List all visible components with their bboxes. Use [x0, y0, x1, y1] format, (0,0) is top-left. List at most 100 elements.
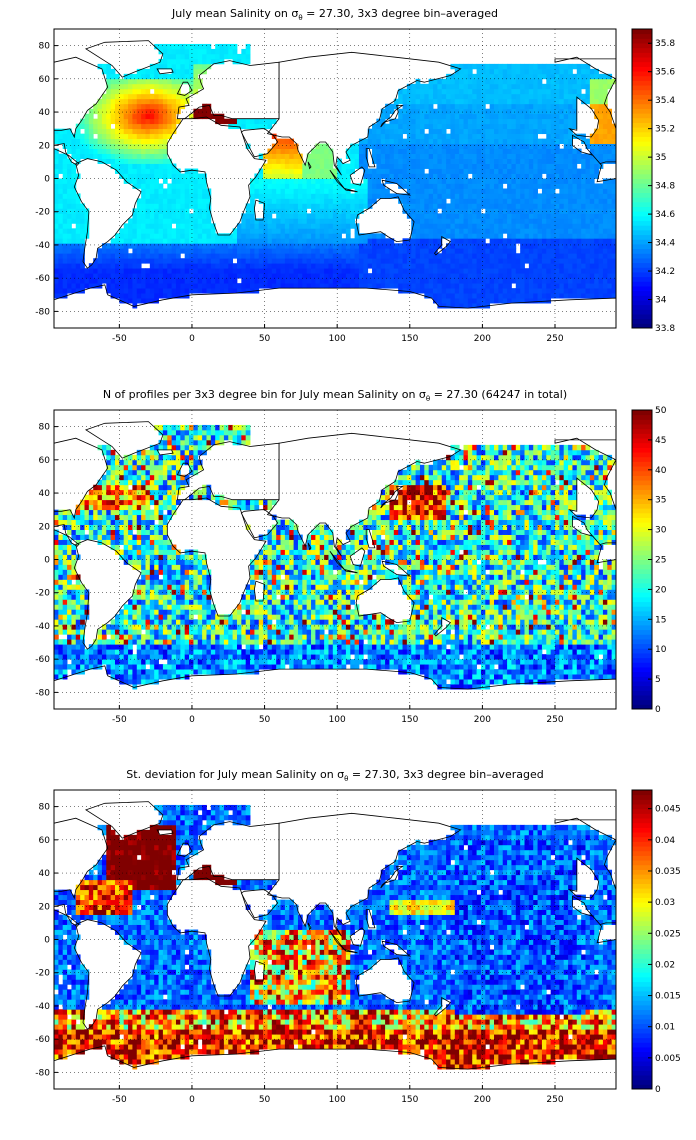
- heatmap-cell: [441, 143, 447, 149]
- heatmap-cell: [254, 273, 260, 279]
- heatmap-cell: [511, 288, 517, 294]
- heatmap-cell: [424, 213, 430, 219]
- heatmap-cell: [533, 148, 538, 154]
- heatmap-cell: [498, 278, 504, 284]
- heatmap-cell: [180, 283, 186, 289]
- heatmap-cell: [450, 303, 456, 309]
- heatmap-cell: [106, 128, 112, 135]
- heatmap-cell: [480, 153, 486, 159]
- heatmap-cells: [54, 424, 617, 690]
- heatmap-cell: [520, 108, 525, 115]
- heatmap-cell: [511, 108, 517, 115]
- heatmap-cell: [494, 268, 499, 274]
- heatmap-cell: [71, 609, 77, 615]
- heatmap-cell: [581, 278, 586, 284]
- heatmap-cell: [568, 203, 573, 209]
- heatmap-cell: [576, 288, 582, 294]
- heatmap-cell: [485, 263, 491, 269]
- heatmap-cell: [254, 268, 260, 274]
- heatmap-cell: [162, 58, 168, 65]
- heatmap-cell: [324, 203, 329, 209]
- heatmap-cell: [454, 113, 460, 120]
- heatmap-cell: [476, 248, 482, 254]
- heatmap-cell: [258, 253, 264, 259]
- heatmap-cell: [472, 183, 477, 189]
- heatmap-cell: [80, 148, 85, 154]
- heatmap-cell: [559, 283, 565, 289]
- heatmap-cell: [502, 203, 508, 209]
- heatmap-cell: [132, 263, 138, 269]
- heatmap-cell: [123, 293, 129, 299]
- heatmap-cell: [306, 213, 312, 219]
- heatmap-cell: [541, 218, 547, 224]
- heatmap-cell: [132, 213, 138, 219]
- heatmap-cell: [450, 268, 456, 274]
- heatmap-cell: [568, 218, 573, 224]
- heatmap-cell: [67, 654, 72, 660]
- heatmap-cell: [494, 203, 499, 209]
- heatmap-cell: [71, 634, 77, 640]
- heatmap-cell: [568, 78, 573, 85]
- heatmap-cell: [71, 534, 77, 540]
- heatmap-cell: [502, 153, 508, 159]
- heatmap-cell: [110, 243, 116, 249]
- heatmap-cell: [598, 223, 604, 229]
- heatmap-cell: [589, 163, 595, 169]
- heatmap-cell: [467, 93, 473, 100]
- heatmap-cell: [263, 243, 268, 249]
- heatmap-cell: [585, 218, 591, 224]
- heatmap-cell: [581, 203, 586, 209]
- heatmap-cell: [489, 288, 495, 294]
- heatmap-cell: [184, 63, 190, 70]
- heatmap-cell: [80, 153, 85, 159]
- heatmap-cell: [363, 243, 369, 249]
- heatmap-cell: [228, 118, 234, 125]
- heatmap-cell: [276, 193, 281, 199]
- heatmap-cell: [393, 283, 399, 289]
- heatmap-cell: [515, 153, 521, 159]
- heatmap-cell: [376, 143, 382, 149]
- heatmap-cell: [193, 78, 199, 85]
- heatmap-cell: [480, 178, 486, 184]
- heatmap-cell: [572, 148, 578, 154]
- heatmap-cell: [206, 238, 212, 244]
- heatmap-cell: [607, 228, 613, 234]
- heatmap-cell: [572, 233, 578, 239]
- heatmap-cell: [607, 193, 613, 199]
- heatmap-cell: [598, 88, 604, 95]
- heatmap-cell: [472, 223, 477, 229]
- heatmap-cell: [210, 58, 216, 65]
- heatmap-cell: [380, 143, 386, 149]
- heatmap-cell: [93, 639, 98, 645]
- heatmap-cell: [358, 248, 364, 254]
- heatmap-cell: [132, 128, 138, 135]
- heatmap-cell: [480, 63, 486, 70]
- heatmap-cell: [441, 193, 447, 199]
- heatmap-cell: [110, 148, 116, 154]
- heatmap-cell: [419, 168, 425, 174]
- heatmap-cell: [54, 273, 59, 279]
- heatmap-cell: [54, 243, 59, 249]
- heatmap-cell: [511, 278, 517, 284]
- heatmap-cell: [54, 614, 59, 620]
- heatmap-cell: [271, 233, 277, 239]
- heatmap-cell: [67, 509, 72, 516]
- heatmap-cell: [67, 163, 72, 169]
- heatmap-cell: [241, 238, 247, 244]
- heatmap-cell: [437, 98, 443, 105]
- heatmap-cell: [537, 253, 543, 259]
- heatmap-cell: [467, 278, 473, 284]
- heatmap-cell: [454, 278, 460, 284]
- heatmap-cell: [502, 63, 508, 70]
- heatmap-cell: [363, 188, 369, 194]
- heatmap-cell: [528, 278, 534, 284]
- heatmap-cell: [328, 253, 334, 259]
- heatmap-cell: [485, 188, 491, 194]
- heatmap-cell: [206, 113, 212, 120]
- heatmap-cell: [236, 58, 242, 65]
- heatmap-cell: [398, 183, 403, 189]
- heatmap-cell: [563, 228, 569, 234]
- heatmap-cell: [106, 113, 112, 120]
- heatmap-cell: [393, 133, 399, 140]
- heatmap-cell: [271, 168, 277, 174]
